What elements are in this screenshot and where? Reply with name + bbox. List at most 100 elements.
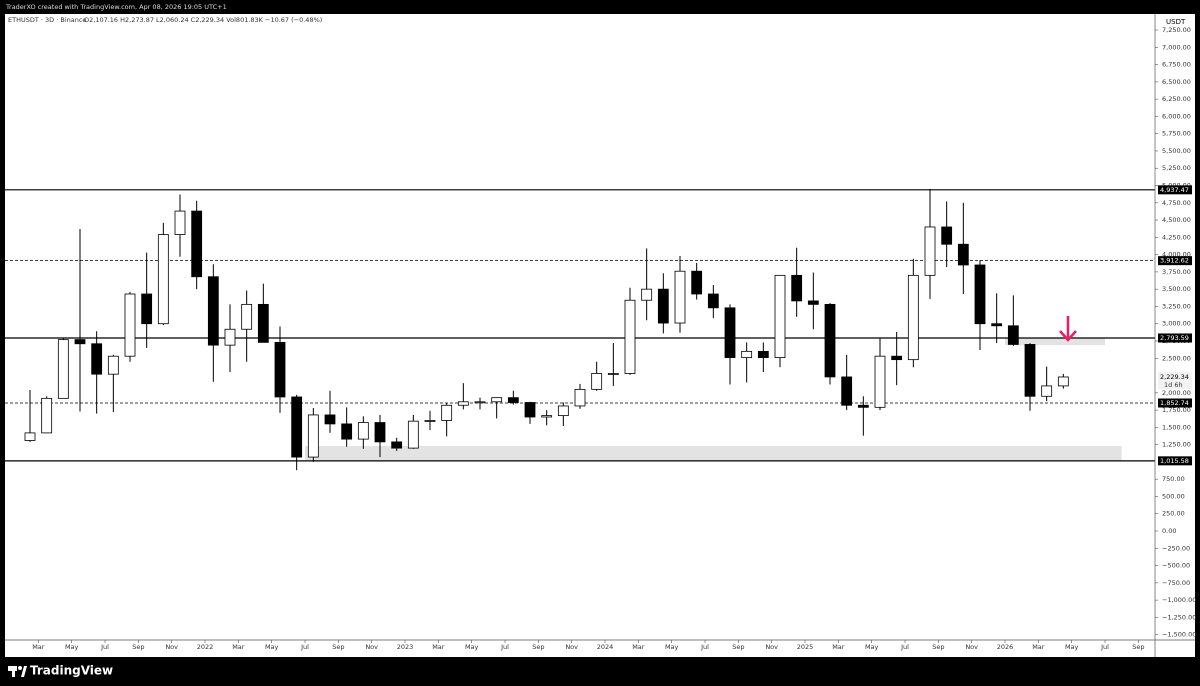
x-tick-label: Jul <box>700 643 709 651</box>
y-tick-label: −1,000.00 <box>1162 596 1196 604</box>
candle-body <box>674 270 686 324</box>
x-tick-label: May <box>265 643 279 651</box>
candle-body <box>124 293 136 357</box>
x-tick-label: Sep <box>332 643 344 651</box>
x-tick-label: 2026 <box>997 643 1014 651</box>
candle-body <box>391 441 403 449</box>
candle-body <box>691 270 703 295</box>
x-tick-label: Mar <box>1032 643 1045 651</box>
y-tick-label: 6,250.00 <box>1162 95 1191 103</box>
y-tick-label: 5,750.00 <box>1162 130 1191 138</box>
y-tick-label: 750.00 <box>1162 475 1185 483</box>
y-tick-label: −1,250.00 <box>1162 613 1196 621</box>
annotation-arrow <box>1059 316 1077 342</box>
level-label: 1,015.58 <box>1160 457 1189 465</box>
x-tick-label: May <box>665 643 679 651</box>
y-tick-label: 7,250.00 <box>1162 26 1191 34</box>
x-tick-label: May <box>1065 643 1079 651</box>
plot: 7,250.00 7,000.00 6,750.00 6,500.00 6,250.00… <box>5 26 1196 651</box>
x-tick-label: Nov <box>365 643 378 651</box>
candle-body <box>841 376 853 406</box>
candle-body <box>541 415 553 418</box>
x-tick-label: Nov <box>165 643 178 651</box>
candle-body <box>724 307 736 358</box>
candle-body <box>874 355 886 408</box>
zone <box>305 446 1122 461</box>
candle-body <box>224 328 236 346</box>
y-tick-label: 4,500.00 <box>1162 216 1191 224</box>
candle-body <box>1007 325 1019 345</box>
last-price-box <box>1158 371 1192 389</box>
candle-body <box>574 388 586 407</box>
candle-body <box>657 288 669 324</box>
x-tick-label: Mar <box>32 643 45 651</box>
y-tick-label: 4,250.00 <box>1162 233 1191 241</box>
y-tick-label: −750.00 <box>1162 579 1190 587</box>
y-tick-label: 3,000.00 <box>1162 320 1191 328</box>
caption: TraderXO created with TradingView.com, A… <box>5 3 227 11</box>
y-tick-label: 500.00 <box>1162 492 1185 500</box>
candle-body <box>174 210 186 235</box>
x-tick-label: Sep <box>532 643 544 651</box>
x-tick-label: Mar <box>632 643 645 651</box>
candle-body <box>507 397 519 403</box>
x-tick-label: Sep <box>1132 643 1144 651</box>
y-tick-label: 1,500.00 <box>1162 423 1191 431</box>
candle-body <box>141 293 153 325</box>
x-tick-label: Jul <box>500 643 509 651</box>
candle-body <box>624 299 636 374</box>
x-tick-label: 2024 <box>597 643 614 651</box>
candle-body <box>341 423 353 440</box>
x-tick-label: May <box>65 643 79 651</box>
y-tick-label: 6,500.00 <box>1162 78 1191 86</box>
countdown: 1d 6h <box>1164 381 1183 389</box>
y-tick-label: 250.00 <box>1162 510 1185 518</box>
y-tick-label: −250.00 <box>1162 544 1190 552</box>
level-label: 1,852.74 <box>1160 399 1189 407</box>
candle-body <box>491 397 503 403</box>
candle-body <box>191 210 203 278</box>
x-tick-label: Jul <box>900 643 909 651</box>
candle-body <box>241 303 253 330</box>
x-tick-label: Jul <box>1100 643 1109 651</box>
y-tick-label: 4,750.00 <box>1162 199 1191 207</box>
y-tick-label: 4,000.00 <box>1162 251 1191 259</box>
y-tick-label: 6,750.00 <box>1162 61 1191 69</box>
y-tick-label: 7,000.00 <box>1162 43 1191 51</box>
y-tick-label: 6,000.00 <box>1162 112 1191 120</box>
candle-body <box>374 422 386 443</box>
level-label-box <box>1158 185 1192 195</box>
y-tick-label: −1,500.00 <box>1162 631 1196 639</box>
candle-body <box>457 401 469 406</box>
candle-body <box>407 420 419 449</box>
y-tick-label: 2,000.00 <box>1162 389 1191 397</box>
y-tick-label: 3,500.00 <box>1162 285 1191 293</box>
candle-body <box>1024 344 1036 397</box>
candle-body <box>524 402 536 418</box>
x-tick-label: Jul <box>100 643 109 651</box>
x-tick-label: Sep <box>132 643 144 651</box>
candle-body <box>207 276 219 346</box>
x-tick-label: Mar <box>832 643 845 651</box>
candle-body <box>74 339 86 345</box>
brand-logo <box>8 666 27 677</box>
y-tick-label: 1,750.00 <box>1162 406 1191 414</box>
candle-body <box>557 405 569 417</box>
candle-body <box>1057 376 1069 387</box>
y-tick-label: 3,750.00 <box>1162 268 1191 276</box>
candle-body <box>774 274 786 358</box>
candle-body <box>707 293 719 309</box>
candle-body <box>591 373 603 390</box>
x-tick-label: Nov <box>965 643 978 651</box>
x-tick-label: May <box>865 643 879 651</box>
x-tick-label: Mar <box>432 643 445 651</box>
candle-body <box>57 339 69 399</box>
y-tick-label: −500.00 <box>1162 562 1190 570</box>
candle-body <box>641 288 653 301</box>
x-tick-label: 2023 <box>397 643 414 651</box>
level-label-box <box>1158 398 1192 408</box>
candle-body <box>607 373 619 375</box>
candle-body <box>857 404 869 408</box>
y-tick-label: 2,500.00 <box>1162 354 1191 362</box>
